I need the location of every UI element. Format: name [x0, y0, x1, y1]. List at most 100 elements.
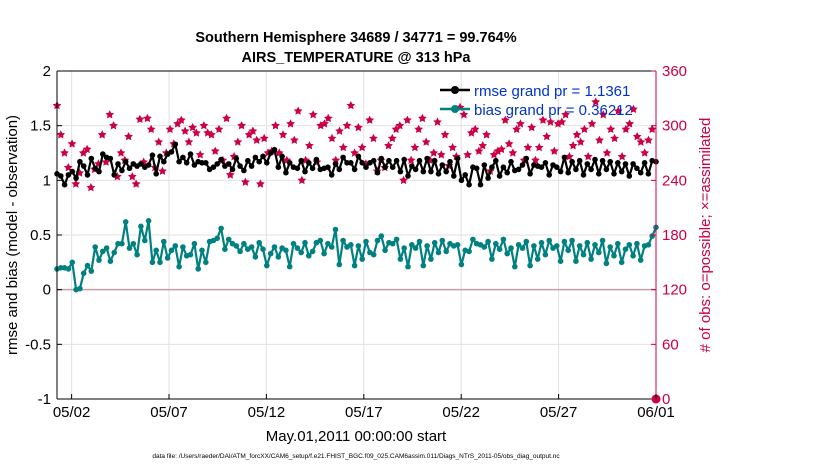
rmse-point	[389, 164, 396, 170]
rmse-point	[325, 164, 331, 170]
obs-marker	[146, 124, 156, 133]
rmse-point	[271, 146, 278, 153]
obs-marker	[154, 137, 164, 146]
obs-marker	[565, 152, 574, 161]
obs-marker	[56, 130, 66, 139]
x-tick-label: 06/01	[637, 404, 675, 421]
obs-marker	[440, 130, 450, 139]
bias-point	[515, 242, 522, 248]
obs-marker	[305, 141, 314, 150]
rmse-point	[286, 160, 293, 166]
bias-point	[431, 239, 438, 246]
bias-point	[592, 242, 598, 248]
bias-point	[222, 246, 228, 252]
bias-point	[168, 247, 175, 254]
obs-marker	[512, 124, 521, 133]
rmse-point	[576, 157, 583, 164]
obs-marker	[259, 133, 269, 143]
rmse-point	[275, 164, 282, 170]
bias-point	[405, 263, 411, 270]
obs-marker	[112, 172, 122, 181]
bias-point	[88, 268, 95, 274]
bias-point	[115, 240, 121, 247]
obs-marker	[403, 115, 412, 124]
bias-point	[454, 242, 461, 248]
obs-marker	[101, 157, 111, 166]
rmse-point	[504, 169, 511, 176]
obs-marker	[195, 150, 205, 159]
bias-point	[615, 240, 621, 247]
bias-point	[580, 251, 587, 258]
obs-marker	[399, 175, 408, 185]
bias-point	[126, 245, 133, 251]
rmse-point	[485, 175, 491, 181]
obs-marker	[429, 148, 439, 157]
rmse-point	[542, 160, 549, 166]
rmse-point	[191, 162, 198, 168]
bias-point	[290, 240, 297, 247]
rmse-point	[218, 156, 224, 163]
obs-marker	[124, 132, 133, 141]
bias-point	[424, 243, 430, 249]
bias-point	[138, 223, 144, 230]
obs-marker	[527, 122, 537, 132]
obs-marker	[531, 155, 540, 164]
rmse-point	[161, 158, 167, 165]
rmse-point	[58, 173, 64, 179]
obs-marker	[508, 148, 518, 157]
bias-point	[481, 244, 488, 250]
rmse-point	[111, 172, 117, 178]
bias-point	[153, 247, 159, 254]
rmse-point	[611, 171, 617, 177]
rmse-point	[264, 160, 270, 166]
obs-marker	[546, 117, 555, 126]
bias-point	[100, 248, 106, 255]
rmse-point	[88, 155, 95, 162]
rmse-point	[306, 160, 312, 166]
y2-tick-label: 240	[662, 172, 687, 189]
x-tick-label: 05/27	[540, 404, 578, 421]
rmse-point	[237, 163, 243, 169]
obs-marker	[60, 148, 69, 157]
bias-point	[69, 259, 76, 266]
bias-point	[634, 240, 640, 247]
rmse-point	[351, 166, 358, 173]
y2-tick-label: 180	[662, 227, 687, 244]
legend-bias-label: bias grand pr = 0.36212	[474, 102, 633, 119]
obs-marker	[629, 104, 638, 113]
x-tick-label: 05/17	[345, 404, 383, 421]
obs-marker	[591, 97, 601, 106]
bias-point	[588, 256, 594, 262]
rmse-point	[107, 155, 114, 162]
obs-marker	[173, 119, 182, 128]
obs-marker	[568, 141, 578, 150]
bias-point	[363, 238, 369, 245]
bias-point	[389, 240, 396, 247]
bias-point	[622, 246, 629, 252]
bias-point	[195, 266, 201, 272]
rmse-point	[203, 160, 209, 166]
obs-marker	[418, 113, 427, 123]
obs-marker	[617, 152, 627, 161]
bias-point	[260, 246, 266, 252]
rmse-point	[122, 158, 129, 165]
obs-marker	[395, 121, 405, 130]
bias-point	[191, 240, 198, 247]
rmse-point	[603, 166, 610, 173]
obs-marker	[67, 139, 77, 148]
bias-point	[554, 243, 560, 249]
bias-point	[565, 247, 571, 254]
bias-point	[248, 244, 255, 250]
bias-point	[267, 250, 274, 257]
obs-marker	[116, 148, 126, 157]
obs-marker	[199, 121, 209, 130]
rmse-point	[96, 168, 102, 175]
bias-point	[378, 233, 385, 239]
rmse-point	[637, 169, 644, 176]
obs-marker	[86, 183, 96, 192]
rmse-point	[451, 173, 457, 179]
rmse-point	[328, 172, 335, 178]
bias-point	[409, 242, 415, 248]
obs-marker	[598, 110, 608, 119]
